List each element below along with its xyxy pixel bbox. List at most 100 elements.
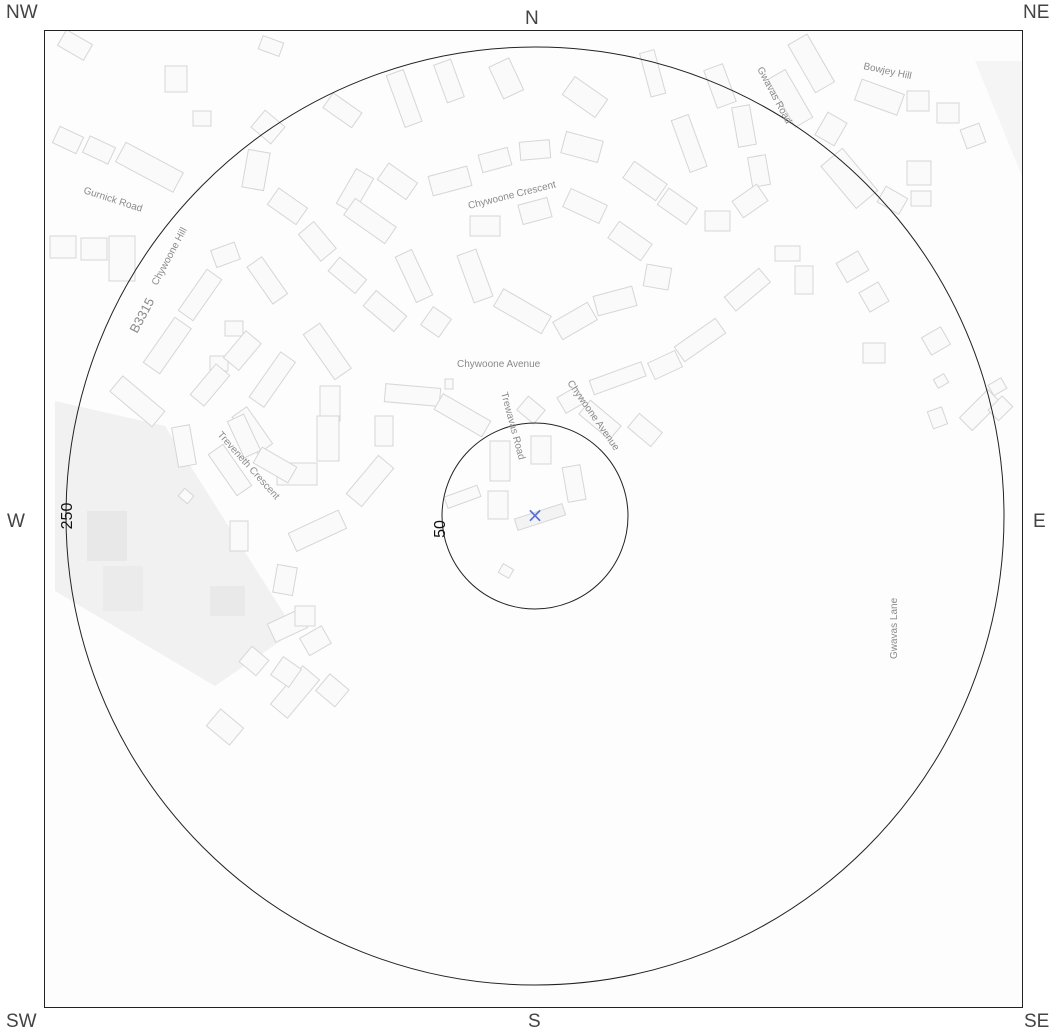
building: [936, 102, 960, 124]
range-rings: [65, 46, 1005, 986]
building: [561, 75, 609, 119]
building: [489, 440, 511, 482]
building: [297, 220, 337, 262]
building: [578, 399, 622, 441]
building: [906, 90, 930, 112]
compass-w: W: [7, 511, 25, 532]
building: [853, 78, 906, 116]
inner-ring-label: 50: [432, 520, 449, 538]
building: [433, 58, 465, 104]
building: [272, 563, 298, 597]
building: [266, 187, 309, 226]
building: [177, 268, 223, 322]
street-label-b3315: B3315: [126, 295, 157, 335]
building: [926, 406, 949, 430]
building: [673, 317, 727, 363]
building: [343, 197, 397, 245]
building: [294, 605, 316, 627]
building: [287, 509, 348, 553]
compass-s: S: [528, 1011, 541, 1032]
building: [252, 446, 298, 484]
building: [862, 342, 886, 364]
building: [189, 363, 231, 407]
street-label-gwavas-lane: Gwavas Lane: [889, 597, 900, 659]
building: [516, 395, 546, 425]
building: [444, 378, 454, 390]
building: [385, 68, 423, 129]
building: [656, 187, 699, 226]
building: [561, 187, 609, 225]
building: [592, 285, 638, 317]
building: [518, 139, 552, 161]
building: [814, 111, 848, 147]
building: [959, 122, 987, 150]
building: [433, 393, 492, 438]
building: [335, 167, 375, 215]
building: [224, 320, 244, 337]
building: [820, 147, 879, 210]
street-label-bowjey-hill: Bowjey Hill: [862, 61, 912, 82]
compass-n: N: [525, 8, 539, 29]
building: [588, 361, 647, 396]
building: [556, 386, 586, 414]
compass-e: E: [1033, 511, 1046, 532]
building: [376, 162, 419, 201]
building: [517, 196, 553, 226]
building: [229, 520, 249, 552]
building: [638, 49, 667, 98]
building: [906, 160, 932, 186]
building: [207, 443, 253, 497]
building: [345, 454, 395, 508]
building: [551, 301, 599, 341]
building: [492, 288, 552, 335]
building: [794, 265, 814, 295]
location-marker-icon: ×: [527, 503, 544, 527]
building: [226, 413, 262, 459]
building: [383, 383, 442, 407]
building: [108, 235, 136, 282]
building: [109, 375, 166, 428]
building: [81, 135, 117, 165]
building: [241, 148, 271, 192]
field-plot: [103, 566, 143, 611]
building: [248, 351, 297, 408]
building: [642, 263, 673, 291]
map-frame[interactable]: 250 50 Bowjey Hill Gwavas Road Gurnick R…: [44, 30, 1023, 1008]
building: [910, 190, 932, 207]
building: [488, 57, 525, 100]
building: [427, 165, 473, 197]
building: [171, 424, 197, 468]
building: [787, 33, 836, 94]
buildings: [49, 31, 1014, 746]
street-label-chywoone-avenue: Chywoone Avenue: [457, 359, 541, 370]
building: [932, 372, 950, 390]
field-plot: [210, 586, 245, 616]
building: [561, 464, 587, 503]
building: [987, 377, 1008, 397]
building: [920, 326, 952, 356]
building: [374, 415, 394, 447]
building: [114, 141, 184, 193]
building: [456, 248, 494, 304]
building: [469, 215, 501, 237]
compass-se: SE: [1024, 1011, 1050, 1032]
building: [703, 63, 737, 109]
building: [477, 146, 513, 174]
outer-range-ring: [65, 46, 1005, 986]
building: [876, 185, 909, 215]
building: [560, 130, 604, 164]
building: [192, 110, 212, 127]
building: [835, 250, 870, 284]
building: [731, 104, 757, 148]
road-edge: [975, 61, 1022, 177]
building: [246, 256, 289, 305]
building: [257, 35, 285, 57]
building: [627, 412, 663, 448]
building: [51, 125, 85, 155]
building: [80, 237, 108, 261]
building: [298, 625, 332, 657]
building: [443, 484, 482, 510]
building: [487, 490, 509, 520]
map-canvas[interactable]: 250 50 Bowjey Hill Gwavas Road Gurnick R…: [45, 31, 1023, 1008]
building: [723, 267, 772, 312]
